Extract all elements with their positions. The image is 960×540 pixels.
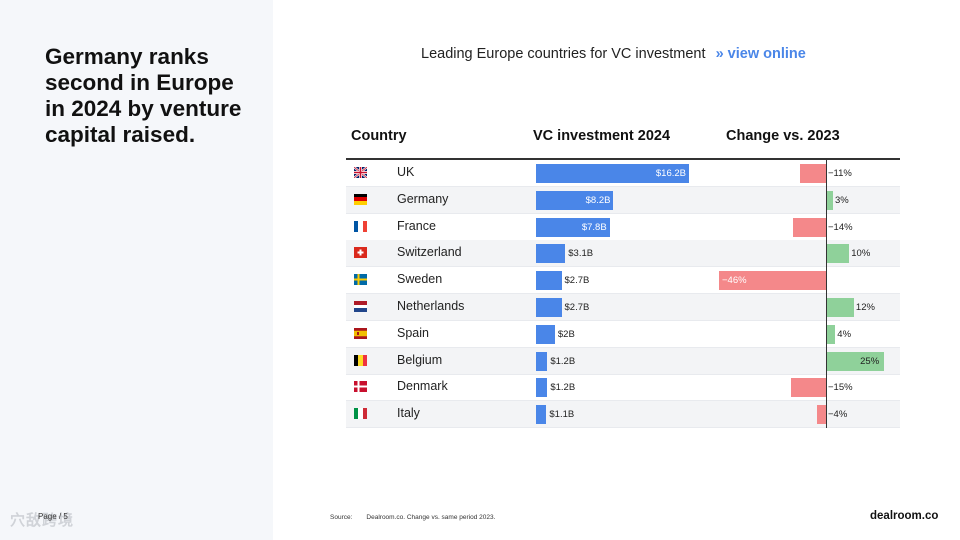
table-row: Germany $8.2B 3%	[346, 186, 900, 214]
column-header-country: Country	[351, 128, 407, 144]
change-value-label: 10%	[851, 248, 871, 260]
flag-netherlands-icon	[354, 301, 367, 312]
change-value-label: −46%	[722, 275, 747, 287]
change-value-label: −4%	[828, 409, 848, 421]
country-name: Netherlands	[397, 299, 465, 313]
table-row: Italy $1.1B −4%	[346, 401, 900, 429]
vc-value-label: $8.2B	[585, 194, 611, 206]
watermark: 穴敌跨境	[10, 512, 75, 529]
vc-value-label: $2.7B	[564, 275, 590, 287]
country-name: Italy	[397, 406, 420, 421]
view-online-link[interactable]: » view online	[716, 46, 806, 62]
flag-spain-icon	[354, 327, 367, 339]
row-divider	[346, 346, 900, 348]
table-row: Spain $2B 4%	[346, 321, 900, 348]
left-panel: Germany ranks second in Europe in 2024 b…	[0, 0, 273, 540]
country-name: Denmark	[397, 379, 448, 394]
country-name: Switzerland	[397, 245, 462, 260]
row-divider	[346, 400, 900, 402]
row-divider	[346, 293, 900, 295]
vc-value-label: $2B	[557, 328, 575, 340]
country-name: Spain	[397, 325, 429, 340]
country-name: UK	[397, 165, 415, 179]
change-value-label: 25%	[860, 355, 880, 367]
page-number: Page / 5	[38, 512, 68, 521]
change-bar	[719, 271, 826, 291]
row-divider	[346, 239, 900, 241]
table-row: Denmark $1.2B −15%	[346, 374, 900, 402]
vc-value-label: $1.2B	[550, 382, 576, 394]
source-note: Source: Dealroom.co. Change vs. same peri…	[330, 514, 495, 521]
change-bar	[826, 298, 854, 317]
change-bar	[826, 351, 885, 371]
flag-uk-icon	[354, 167, 367, 178]
table-row: France $7.8B −14%	[346, 214, 900, 241]
header-rule	[346, 158, 900, 160]
row-divider	[346, 266, 900, 268]
vc-bar	[536, 164, 689, 183]
vc-bar	[536, 405, 547, 425]
country-name: Belgium	[397, 352, 443, 367]
vc-value-label: $3.1B	[568, 248, 594, 260]
vc-bar	[536, 298, 562, 317]
source-label: Source:	[330, 514, 353, 521]
vc-value-label: $1.1B	[549, 409, 575, 421]
flag-switzerland-icon	[354, 247, 367, 259]
change-value-label: −11%	[828, 168, 852, 179]
change-value-label: 4%	[837, 328, 852, 340]
change-bar	[800, 164, 826, 183]
country-name: Sweden	[397, 272, 443, 287]
table-row: Switzerland $3.1B 10%	[346, 240, 900, 268]
vc-value-label: $2.7B	[564, 302, 590, 313]
change-bar	[791, 378, 826, 398]
change-bar	[826, 190, 833, 210]
table-row: Sweden $2.7B −46%	[346, 267, 900, 295]
row-divider	[346, 373, 900, 375]
row-divider	[346, 186, 900, 187]
flag-denmark-icon	[354, 381, 367, 393]
table-row: Netherlands $2.7B 12%	[346, 294, 900, 321]
table-row: Belgium $1.2B 25%	[346, 347, 900, 375]
brand-logo: dealroom.co	[870, 510, 939, 522]
table-row: UK $16.2B −11%	[346, 160, 900, 187]
change-bar	[826, 244, 850, 264]
row-divider	[346, 212, 900, 214]
headline: Germany ranks second in Europe in 2024 b…	[45, 44, 242, 147]
country-name: France	[397, 218, 436, 233]
change-bar	[816, 405, 826, 425]
chart-title: Leading Europe countries for VC investme…	[421, 46, 706, 62]
vc-bar	[536, 217, 610, 237]
flag-germany-icon	[354, 193, 367, 205]
vc-bar	[536, 351, 548, 371]
change-value-label: −14%	[828, 221, 853, 233]
vc-bar	[536, 244, 566, 264]
change-value-label: −15%	[828, 382, 853, 394]
country-name: Germany	[397, 191, 449, 206]
flag-france-icon	[354, 220, 367, 232]
view-online-arrow: »	[715, 46, 724, 62]
vc-bar	[536, 324, 555, 344]
change-bar	[826, 324, 836, 344]
column-header-change: Change vs. 2023	[726, 128, 840, 144]
flag-italy-icon	[354, 408, 367, 420]
vc-bar	[536, 378, 548, 398]
vc-bar	[536, 271, 562, 291]
change-value-label: 3%	[834, 194, 849, 206]
vc-bar	[536, 190, 614, 210]
vc-value-label: $7.8B	[581, 221, 607, 233]
column-header-vc: VC investment 2024	[533, 128, 671, 144]
flag-sweden-icon	[354, 274, 367, 286]
row-divider	[346, 427, 900, 429]
change-zero-line	[826, 160, 827, 428]
flag-belgium-icon	[354, 354, 367, 366]
change-value-label: 12%	[855, 302, 875, 313]
source-text: Dealroom.co. Change vs. same period 2023…	[366, 514, 496, 521]
vc-value-label: $16.2B	[655, 168, 686, 179]
change-bar	[793, 217, 826, 237]
view-online-label: view online	[727, 46, 806, 62]
vc-value-label: $1.2B	[550, 355, 576, 367]
row-divider	[346, 320, 900, 321]
chart-title-row: Leading Europe countries for VC investme…	[421, 46, 806, 62]
